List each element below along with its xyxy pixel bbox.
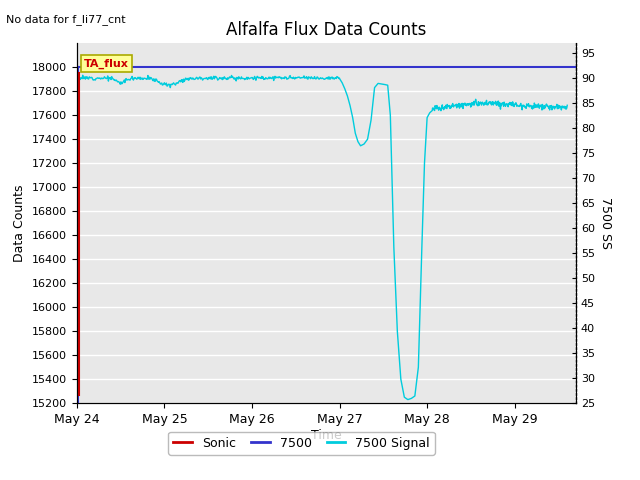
Text: TA_flux: TA_flux [84,59,129,69]
Title: Alfalfa Flux Data Counts: Alfalfa Flux Data Counts [226,21,427,39]
Y-axis label: 7500 SS: 7500 SS [598,197,612,249]
Y-axis label: Data Counts: Data Counts [13,184,26,262]
Text: No data for f_li77_cnt: No data for f_li77_cnt [6,14,126,25]
X-axis label: Time: Time [311,429,342,442]
Legend: Sonic, 7500, 7500 Signal: Sonic, 7500, 7500 Signal [168,432,435,455]
